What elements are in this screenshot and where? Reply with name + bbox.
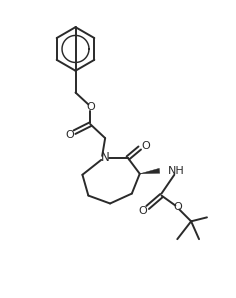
Text: O: O — [65, 130, 74, 140]
Text: O: O — [141, 141, 150, 151]
Text: O: O — [173, 202, 182, 212]
Text: N: N — [101, 151, 110, 164]
Text: O: O — [86, 103, 95, 112]
Polygon shape — [140, 168, 160, 174]
Text: O: O — [138, 207, 147, 216]
Text: NH: NH — [167, 166, 184, 176]
